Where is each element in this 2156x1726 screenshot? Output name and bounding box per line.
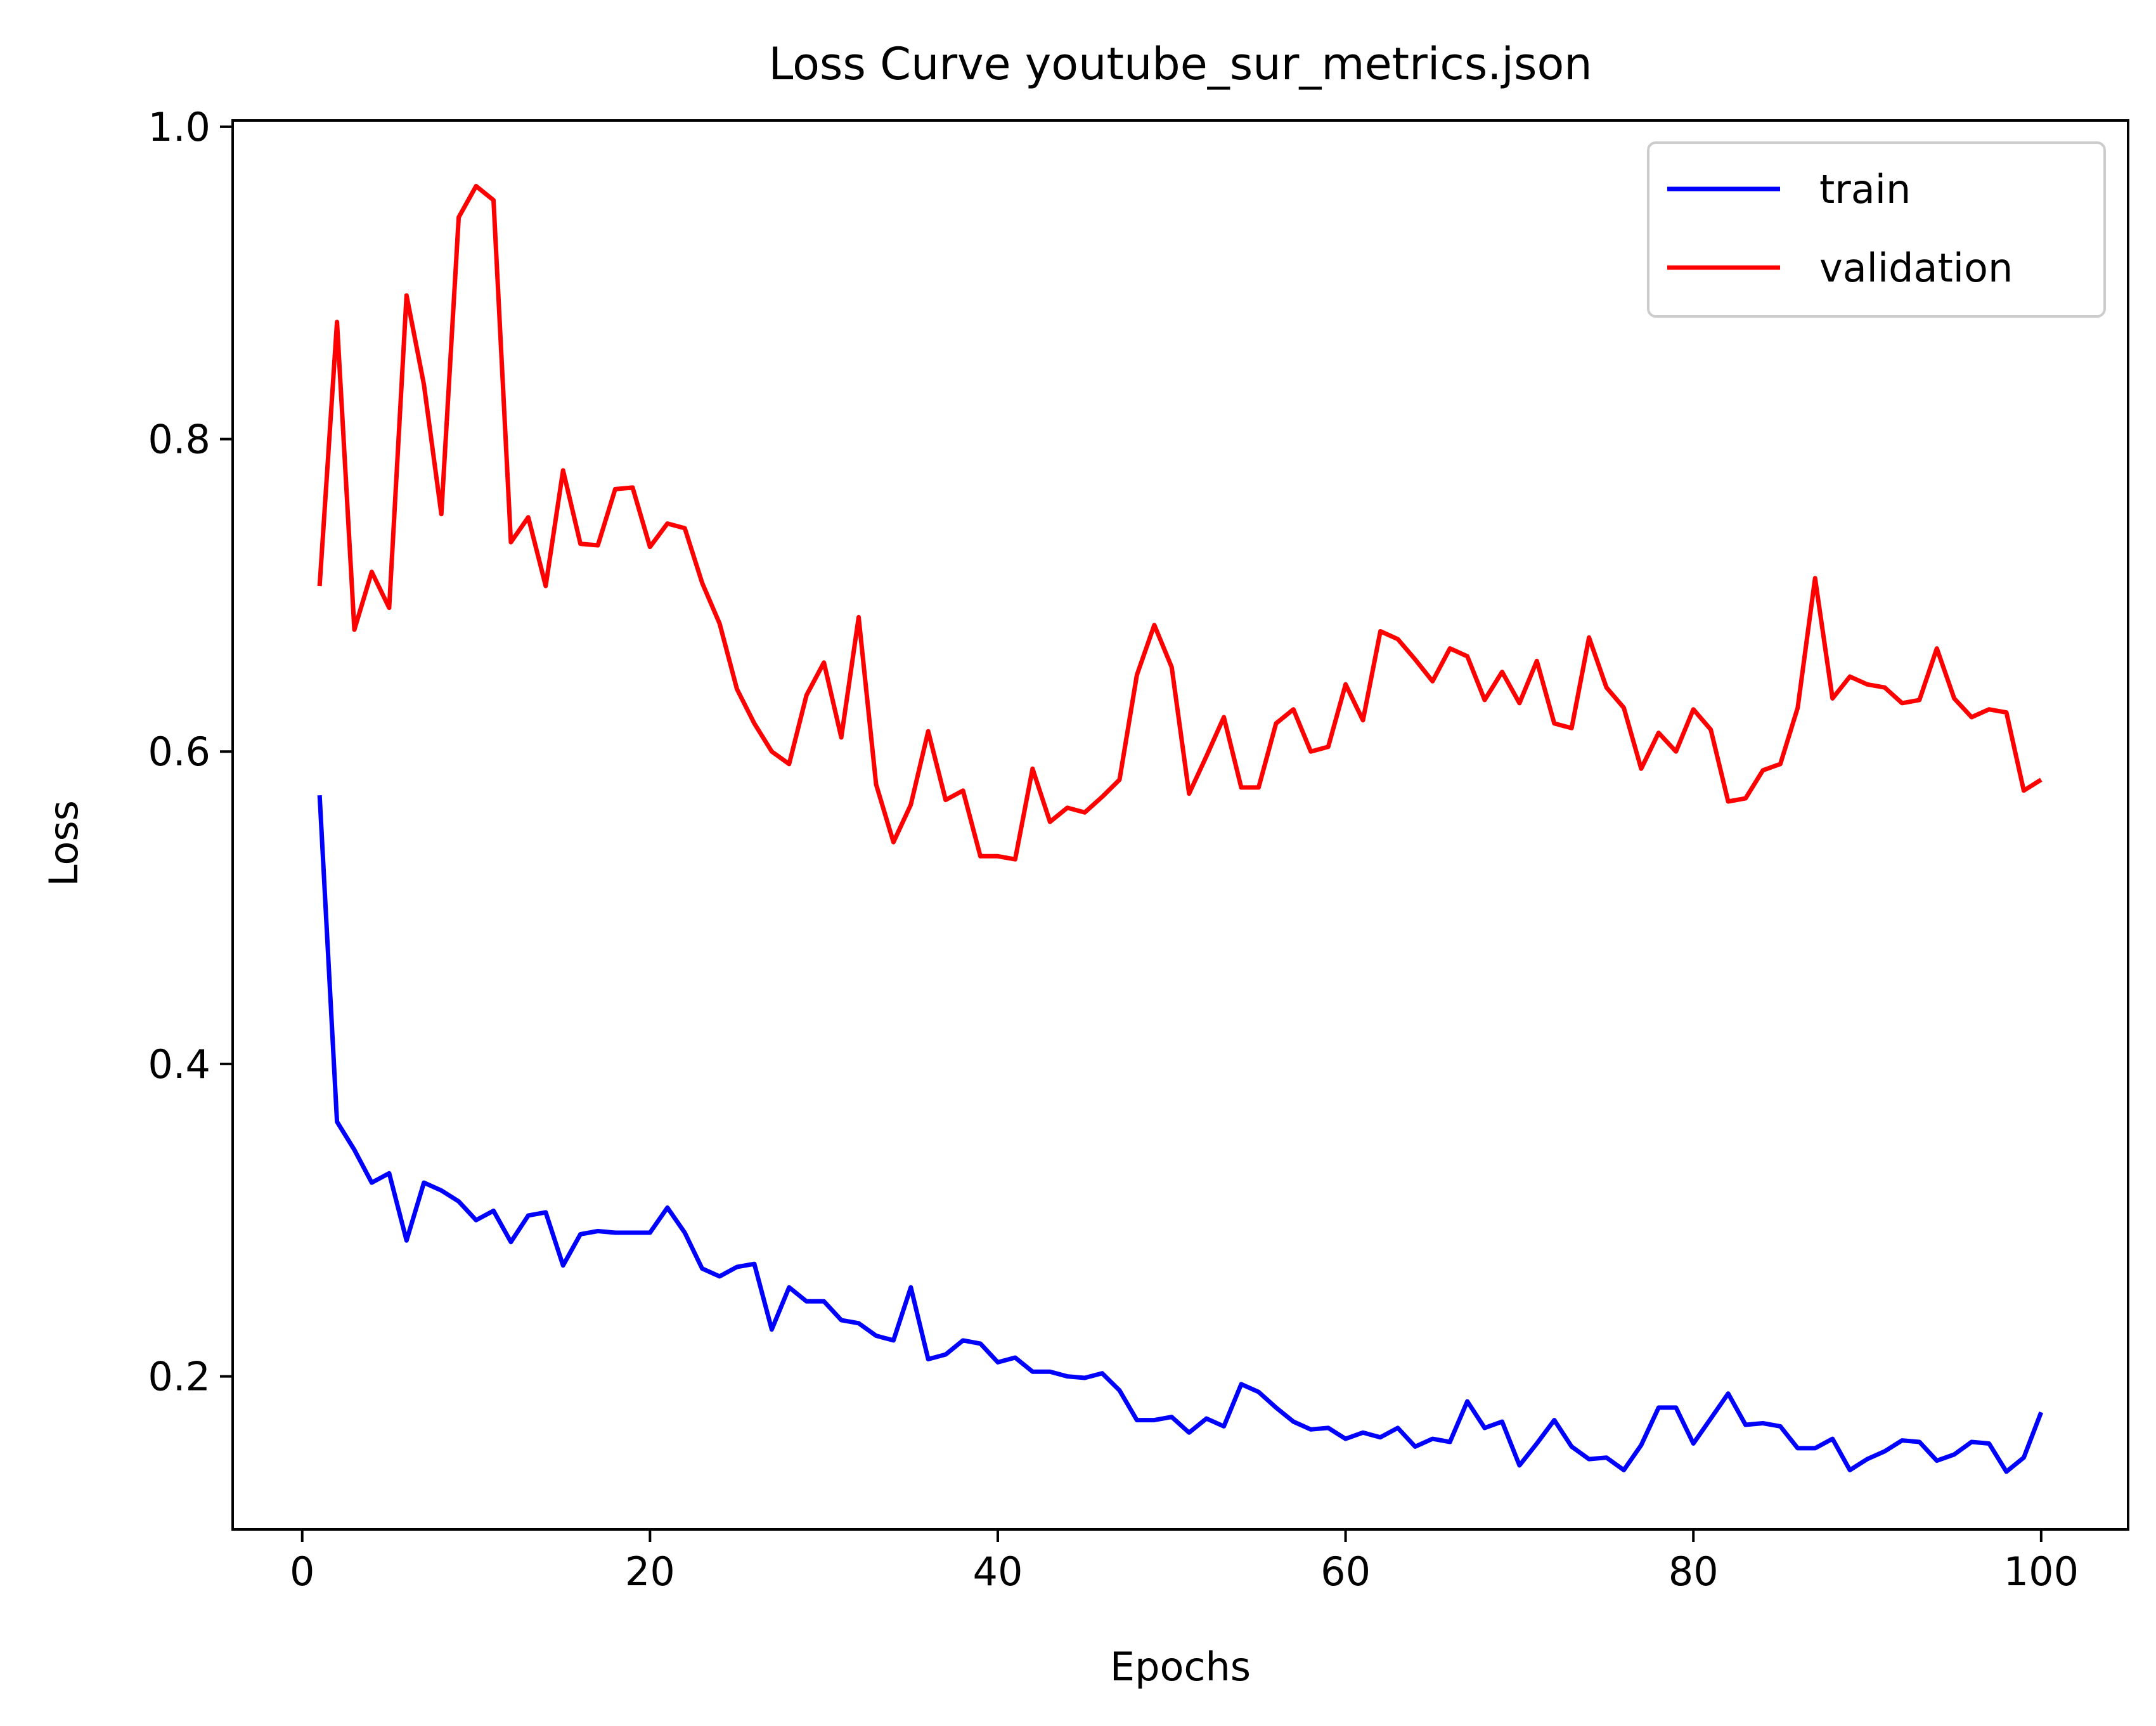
series-lines: [317, 184, 2044, 1474]
y-tick-label: 0.6: [148, 729, 210, 775]
legend-label-validation: validation: [1819, 245, 2013, 291]
x-axis-label: Epochs: [1110, 1644, 1251, 1690]
x-tick-label: 20: [625, 1548, 675, 1595]
series-line-train: [317, 795, 2044, 1474]
legend-box: [1647, 141, 2106, 318]
x-tick-label: 60: [1320, 1548, 1371, 1595]
x-tick-label: 0: [290, 1548, 314, 1595]
y-tick-label: 0.8: [148, 417, 210, 463]
x-tick-label: 40: [973, 1548, 1023, 1595]
y-axis-ticks: 0.2 0.4 0.6 0.8 1.0: [148, 104, 233, 1400]
y-tick-label: 0.4: [148, 1041, 210, 1087]
chart-title: Loss Curve youtube_sur_metrics.json: [768, 38, 1592, 90]
series-line-validation: [317, 184, 2043, 862]
x-tick-label: 80: [1669, 1548, 1719, 1595]
legend: train validation: [1647, 141, 2106, 318]
y-tick-label: 0.2: [148, 1354, 210, 1400]
x-tick-label: 100: [2004, 1548, 2079, 1595]
y-tick-label: 1.0: [148, 104, 210, 150]
plot-frame: [231, 119, 2129, 1531]
legend-label-train: train: [1819, 166, 1911, 212]
x-axis-ticks: 0 20 40 60 80 100: [290, 1529, 2079, 1595]
y-axis-label: Loss: [41, 800, 87, 886]
